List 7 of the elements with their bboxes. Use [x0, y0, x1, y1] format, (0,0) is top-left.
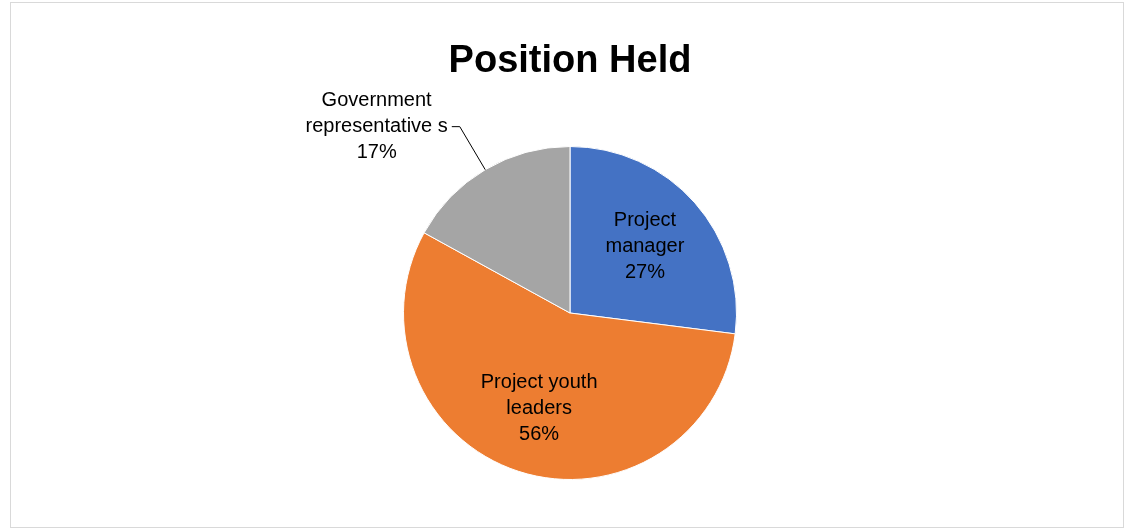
data-label: 56%	[519, 421, 560, 444]
slice-label: Project youth leaders	[480, 369, 598, 418]
slice-label: Government representative s	[305, 88, 448, 137]
data-label: 17%	[356, 140, 397, 163]
data-label: 27%	[624, 260, 666, 283]
chart-title: Position Held	[448, 38, 692, 81]
slice-label: Project manager	[605, 208, 685, 257]
